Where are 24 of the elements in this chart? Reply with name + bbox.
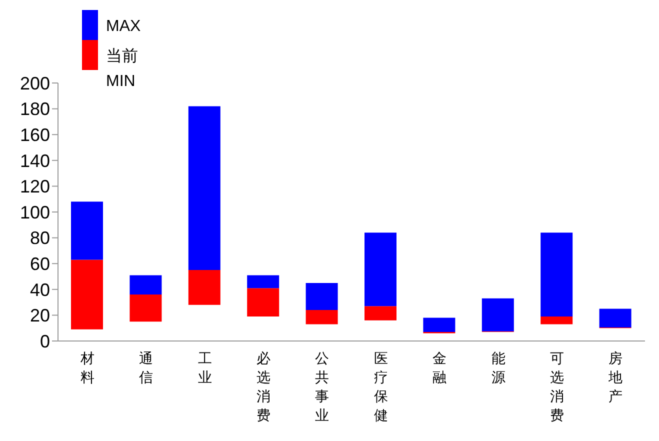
y-tick-label: 40 bbox=[30, 280, 50, 300]
y-tick-label: 20 bbox=[30, 306, 50, 326]
legend-label: 当前 bbox=[106, 47, 138, 65]
x-tick-label: 材料 bbox=[79, 351, 94, 386]
annotation: MIN bbox=[106, 73, 136, 90]
y-tick-label: 200 bbox=[20, 73, 50, 94]
y-tick-label: 160 bbox=[20, 124, 50, 145]
y-tick-label: 180 bbox=[20, 99, 50, 120]
x-tick-label: 必选消费 bbox=[256, 351, 270, 424]
y-tick-label: 60 bbox=[30, 254, 50, 274]
x-tick-label: 工业 bbox=[198, 351, 212, 386]
x-tick-label: 公共事业 bbox=[315, 351, 330, 424]
x-tick-label: 通信 bbox=[139, 351, 154, 386]
legend-label: MAX bbox=[106, 18, 141, 35]
x-tick-label: 能源 bbox=[491, 351, 506, 386]
x-tick-label: 房地产 bbox=[608, 351, 623, 405]
y-tick-label: 120 bbox=[20, 176, 50, 197]
y-tick-label: 140 bbox=[20, 150, 50, 171]
y-tick-label: 100 bbox=[20, 202, 50, 222]
x-tick-label: 可选消费 bbox=[550, 351, 564, 424]
y-tick-label: 80 bbox=[30, 228, 50, 248]
x-tick-label: 医疗保健 bbox=[374, 351, 388, 424]
y-tick-label: 0 bbox=[40, 331, 50, 352]
x-tick-label: 金融 bbox=[432, 351, 447, 386]
